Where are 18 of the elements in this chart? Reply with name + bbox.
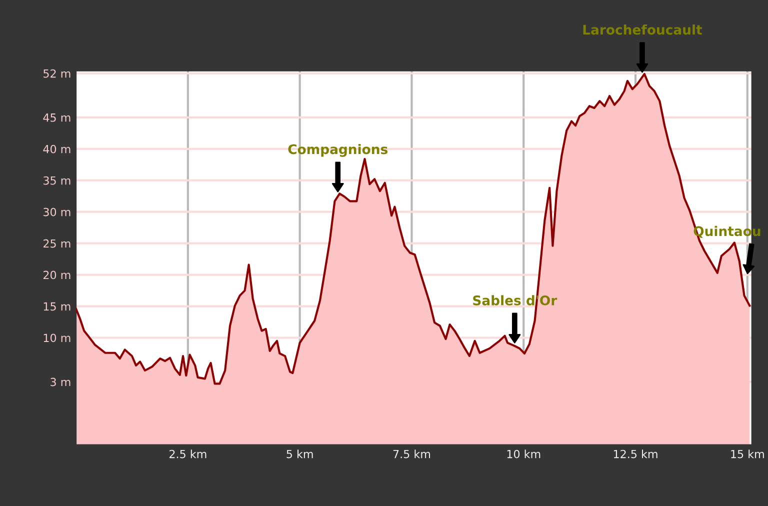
x-tick-label: 12.5 km	[614, 450, 658, 458]
y-tick-label: 20 m	[43, 270, 70, 280]
y-tick-label: 3 m	[50, 378, 70, 386]
x-tick-label: 7.5 km	[393, 450, 430, 458]
y-tick-label: 35 m	[44, 176, 70, 185]
annotation: Compagnions	[288, 144, 388, 157]
y-tick-label: 10 m	[44, 334, 70, 342]
annotation: Larochefoucault	[583, 24, 702, 35]
y-tick-label: 45 m	[43, 114, 70, 122]
x-tick-label: 2.5 km	[170, 450, 206, 458]
y-tick-label: 25 m	[43, 239, 70, 248]
y-tick-label: 15 m	[44, 302, 70, 311]
y-tick-label: 30 m	[44, 208, 70, 216]
x-tick-label: 10 km	[507, 450, 540, 458]
y-tick-label: 40 m	[43, 144, 70, 154]
x-tick-label: 15 km	[731, 450, 764, 458]
x-tick-label: 5 km	[286, 450, 313, 458]
y-tick-label: 52 m	[44, 69, 70, 78]
